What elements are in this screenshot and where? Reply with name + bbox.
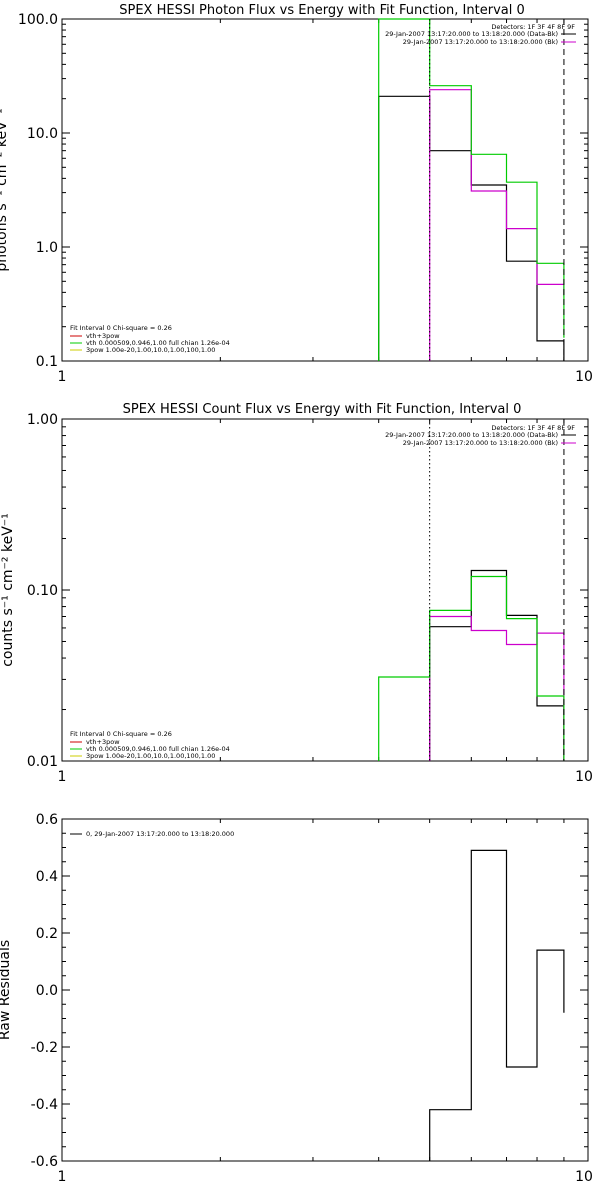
photon-flux-panel: SPEX HESSI Photon Flux vs Energy with Fi… <box>0 3 593 385</box>
legend-entry-label: vth 0.000509,0.946,1.00 full chian 1.26e… <box>86 339 230 347</box>
x-tick-label: 1 <box>58 1169 67 1185</box>
x-tick-label: 10 <box>575 369 593 385</box>
series-marks <box>429 849 565 1161</box>
legend-entry-label: 29-Jan-2007 13:17:20.000 to 13:18:20.000… <box>403 38 558 46</box>
y-tick-label: 100.0 <box>18 12 58 28</box>
y-tick-label: 0.1 <box>36 354 58 370</box>
x-tick-label: 10 <box>575 1169 593 1185</box>
legend-entry-label: 29-Jan-2007 13:17:20.000 to 13:18:20.000… <box>385 431 558 439</box>
y-tick-label: 0.6 <box>36 812 58 828</box>
series-marks <box>378 18 565 361</box>
legend-entry-label: vth+3pow <box>86 332 120 340</box>
y-axis-label: photons s⁻¹ cm⁻² keV⁻¹ <box>0 108 10 271</box>
x-tick-label: 1 <box>58 769 67 785</box>
legend-entry-label: vth 0.000509,0.946,1.00 full chian 1.26e… <box>86 745 230 753</box>
y-tick-label: 1.0 <box>36 240 58 256</box>
legend-right: 29-Jan-2007 13:17:20.000 to 13:18:20.000… <box>385 30 576 46</box>
fit-interval-label: Fit Interval 0 Chi-square = 0.26 <box>70 730 172 738</box>
x-ticks: 1 10 <box>58 819 593 1185</box>
count-flux-panel: SPEX HESSI Count Flux vs Energy with Fit… <box>0 402 593 785</box>
y-ticks: 1.00 0.10 0.01 <box>27 412 588 770</box>
detectors-label: Detectors: 1F 3F 4F 8F 9F <box>491 23 575 31</box>
legend-entry-label: vth+3pow <box>86 738 120 746</box>
legend-left: 0, 29-Jan-2007 13:17:20.000 to 13:18:20.… <box>70 830 234 838</box>
series-line <box>429 569 565 761</box>
plot-frame <box>61 18 589 362</box>
y-axis-label: counts s⁻¹ cm⁻² keV⁻¹ <box>0 513 16 667</box>
y-tick-label: 1.00 <box>27 412 58 428</box>
series-line <box>378 95 565 361</box>
y-tick-label: 0.4 <box>36 869 58 885</box>
plot-frame <box>61 418 589 762</box>
legend-right: 29-Jan-2007 13:17:20.000 to 13:18:20.000… <box>385 431 576 447</box>
y-tick-label: -0.2 <box>31 1040 58 1056</box>
y-tick-label: 0.10 <box>27 583 58 599</box>
y-tick-label: 0.2 <box>36 926 58 942</box>
legend-entry-label: 3pow 1.00e-20,1.00,10.0,1.00,100,1.00 <box>86 752 215 760</box>
series-line <box>378 18 565 361</box>
legend-entry-label: 3pow 1.00e-20,1.00,10.0,1.00,100,1.00 <box>86 346 215 354</box>
y-tick-label: 10.0 <box>27 126 58 142</box>
y-tick-label: 0.0 <box>36 983 58 999</box>
y-tick-label: -0.4 <box>31 1097 58 1113</box>
series-marks <box>378 419 565 761</box>
legend-entry-label: 29-Jan-2007 13:17:20.000 to 13:18:20.000… <box>385 30 558 38</box>
detectors-label: Detectors: 1F 3F 4F 8F 9F <box>491 424 575 432</box>
x-tick-label: 10 <box>575 769 593 785</box>
chart-title: SPEX HESSI Photon Flux vs Energy with Fi… <box>119 3 525 18</box>
series-line <box>429 89 565 361</box>
chart-title: SPEX HESSI Count Flux vs Energy with Fit… <box>123 402 522 417</box>
series-line <box>429 849 565 1161</box>
y-tick-label: -0.6 <box>31 1154 58 1170</box>
y-ticks: 100.0 10.0 1.0 0.1 <box>18 12 588 370</box>
series-line <box>378 575 565 761</box>
x-tick-label: 1 <box>58 369 67 385</box>
plot-frame <box>61 818 589 1162</box>
y-tick-label: 0.01 <box>27 754 58 770</box>
y-ticks: 0.6 0.4 0.2 0.0 -0.2 -0.4 -0.6 <box>31 812 588 1170</box>
y-axis-label: Raw Residuals <box>0 940 13 1040</box>
fit-interval-label: Fit Interval 0 Chi-square = 0.26 <box>70 324 172 332</box>
series-line <box>429 615 565 761</box>
legend-entry-label: 0, 29-Jan-2007 13:17:20.000 to 13:18:20.… <box>86 830 234 838</box>
residuals-panel: 0.6 0.4 0.2 0.0 -0.2 -0.4 -0.6 1 10 Raw Residua… <box>0 812 593 1185</box>
legend-entry-label: 29-Jan-2007 13:17:20.000 to 13:18:20.000… <box>403 439 558 447</box>
